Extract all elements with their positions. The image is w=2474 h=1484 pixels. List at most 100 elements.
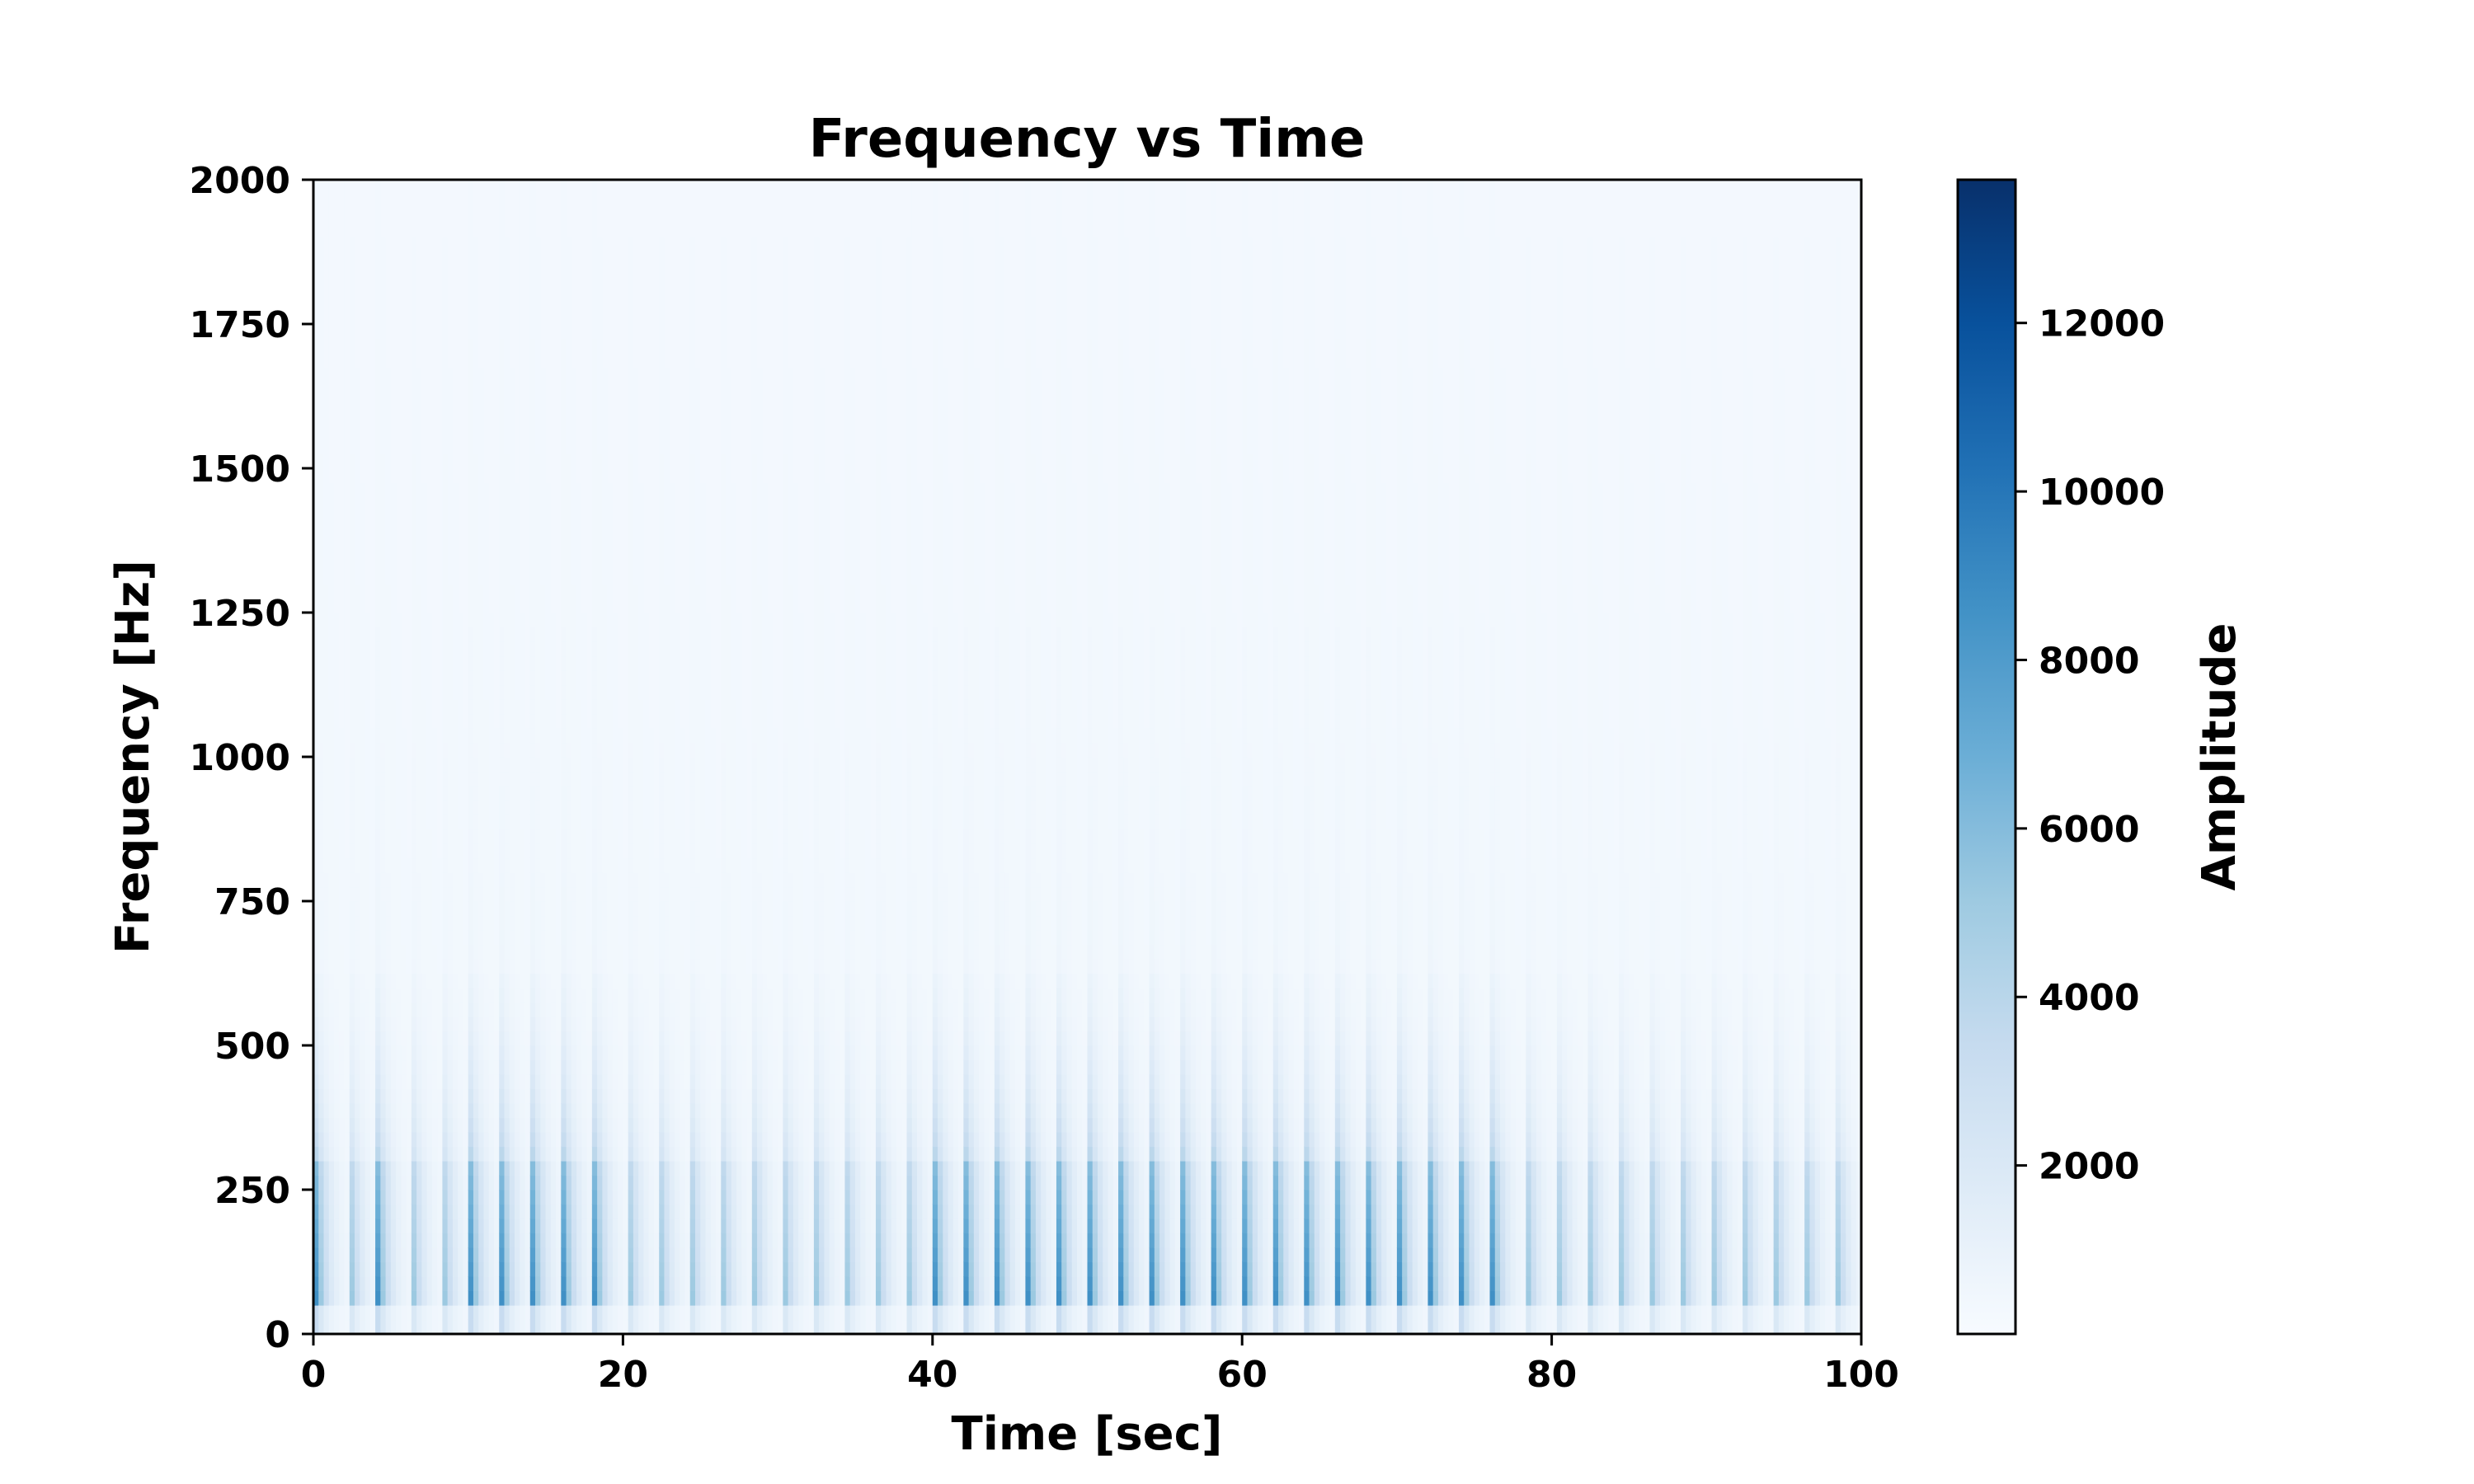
- heatmap-cell: [442, 1045, 448, 1060]
- heatmap-cell: [318, 656, 324, 671]
- heatmap-cell: [581, 1003, 587, 1017]
- heatmap-cell: [483, 353, 489, 368]
- heatmap-cell: [458, 757, 463, 772]
- heatmap-cell: [633, 1031, 639, 1046]
- heatmap-cell: [401, 1305, 407, 1320]
- heatmap-cell: [360, 1247, 365, 1262]
- heatmap-cell: [561, 439, 567, 454]
- heatmap-cell: [334, 801, 340, 815]
- heatmap-cell: [520, 1031, 525, 1046]
- heatmap-cell: [421, 1045, 427, 1060]
- heatmap-cell: [618, 1132, 623, 1147]
- heatmap-cell: [510, 1089, 515, 1104]
- heatmap-cell: [561, 641, 567, 656]
- heatmap-cell: [324, 1219, 330, 1233]
- heatmap-cell: [437, 324, 443, 339]
- heatmap-cell: [386, 1276, 392, 1291]
- heatmap-cell: [530, 252, 536, 267]
- heatmap-cell: [520, 570, 525, 585]
- heatmap-cell: [453, 1176, 459, 1190]
- heatmap-cell: [345, 570, 350, 585]
- heatmap-cell: [432, 195, 438, 209]
- heatmap-cell: [401, 266, 407, 281]
- heatmap-cell: [339, 411, 345, 425]
- heatmap-cell: [407, 237, 412, 252]
- heatmap-cell: [334, 439, 340, 454]
- heatmap-cell: [412, 1045, 417, 1060]
- heatmap-cell: [561, 353, 567, 368]
- heatmap-cell: [412, 815, 417, 829]
- heatmap-cell: [468, 425, 474, 440]
- heatmap-cell: [530, 468, 536, 483]
- heatmap-cell: [525, 310, 531, 325]
- heatmap-cell: [453, 180, 459, 195]
- heatmap-cell: [468, 468, 474, 483]
- heatmap-cell: [483, 1262, 489, 1277]
- heatmap-cell: [581, 237, 587, 252]
- heatmap-cell: [407, 1132, 412, 1147]
- heatmap-cell: [380, 1190, 386, 1205]
- heatmap-cell: [329, 772, 335, 787]
- heatmap-cell: [386, 339, 392, 354]
- heatmap-cell: [520, 728, 525, 743]
- heatmap-cell: [551, 843, 557, 858]
- heatmap-cell: [576, 801, 582, 815]
- heatmap-cell: [597, 411, 603, 425]
- heatmap-cell: [473, 1276, 479, 1291]
- heatmap-cell: [380, 843, 386, 858]
- heatmap-cell: [576, 252, 582, 267]
- heatmap-cell: [628, 541, 634, 556]
- heatmap-cell: [602, 368, 608, 383]
- heatmap-cell: [360, 656, 365, 671]
- heatmap-cell: [468, 1276, 474, 1291]
- heatmap-cell: [608, 627, 614, 642]
- heatmap-cell: [499, 641, 505, 656]
- heatmap-cell: [463, 714, 468, 729]
- heatmap-cell: [350, 988, 355, 1003]
- heatmap-cell: [530, 1205, 536, 1219]
- heatmap-cell: [463, 757, 468, 772]
- heatmap-cell: [618, 1305, 623, 1320]
- heatmap-cell: [463, 555, 468, 570]
- heatmap-cell: [355, 382, 360, 397]
- heatmap-cell: [556, 801, 562, 815]
- heatmap-cell: [345, 1320, 350, 1335]
- heatmap-cell: [567, 1132, 572, 1147]
- heatmap-cell: [412, 1176, 417, 1190]
- heatmap-cell: [318, 1118, 324, 1133]
- heatmap-cell: [478, 843, 484, 858]
- heatmap-cell: [355, 526, 360, 541]
- heatmap-cell: [416, 1291, 422, 1306]
- heatmap-cell: [432, 699, 438, 714]
- heatmap-cell: [525, 1118, 531, 1133]
- heatmap-cell: [421, 180, 427, 195]
- heatmap-cell: [345, 1262, 350, 1277]
- heatmap-cell: [478, 1276, 484, 1291]
- heatmap-cell: [370, 223, 376, 238]
- heatmap-cell: [432, 1219, 438, 1233]
- heatmap-cell: [370, 1103, 376, 1118]
- heatmap-cell: [412, 439, 417, 454]
- heatmap-cell: [571, 483, 577, 498]
- heatmap-cell: [510, 1320, 515, 1335]
- heatmap-cell: [535, 180, 541, 195]
- heatmap-cell: [345, 685, 350, 700]
- heatmap-cell: [448, 815, 454, 829]
- heatmap-cell: [339, 930, 345, 945]
- heatmap-cell: [489, 252, 495, 267]
- heatmap-cell: [571, 599, 577, 613]
- heatmap-cell: [499, 1176, 505, 1190]
- heatmap-cell: [416, 728, 422, 743]
- heatmap-cell: [628, 1060, 634, 1075]
- heatmap-cell: [355, 1262, 360, 1277]
- heatmap-cell: [608, 1017, 614, 1031]
- heatmap-cell: [483, 512, 489, 527]
- heatmap-cell: [396, 772, 402, 787]
- heatmap-cell: [432, 209, 438, 223]
- heatmap-cell: [494, 1161, 500, 1176]
- heatmap-cell: [324, 1074, 330, 1089]
- heatmap-cell: [556, 1017, 562, 1031]
- heatmap-cell: [375, 974, 381, 989]
- heatmap-cell: [556, 468, 562, 483]
- heatmap-cell: [401, 368, 407, 383]
